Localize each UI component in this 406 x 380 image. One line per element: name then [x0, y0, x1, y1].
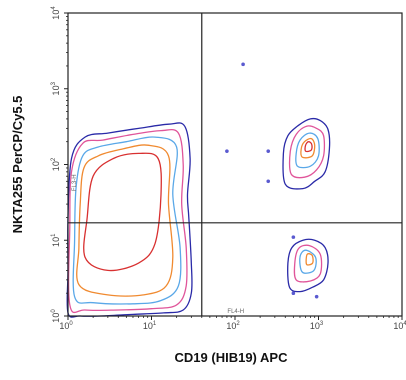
tick-layer: 100 101 102 103 104 100 101 102 103 104 — [51, 6, 406, 331]
contour-level-1 — [67, 128, 188, 314]
x-tick-label: 100 — [59, 321, 73, 331]
y-tick-label: 102 — [51, 157, 61, 171]
outlier-point — [225, 149, 229, 153]
population-0 — [66, 122, 193, 318]
outlier-point — [266, 179, 271, 184]
y-tick-label: 100 — [51, 309, 61, 323]
outlier-point — [291, 235, 296, 239]
outlier-point — [291, 291, 296, 295]
outlier-point — [241, 62, 245, 67]
population-1 — [282, 117, 331, 190]
population-2 — [287, 238, 329, 293]
contour-level-3 — [76, 144, 174, 297]
contour-level-2 — [295, 132, 320, 169]
contour-level-0 — [282, 117, 331, 190]
x-parameter-label: FL4-H — [227, 309, 244, 315]
x-tick-label: 103 — [310, 321, 324, 331]
contour-level-4 — [304, 141, 313, 153]
contour-layer — [66, 117, 331, 318]
x-tick-label: 101 — [143, 321, 157, 331]
x-axis-title: CD19 (HIB19) APC — [175, 350, 289, 365]
contour-level-4 — [83, 152, 162, 272]
outlier-layer — [225, 62, 319, 299]
contour-level-1 — [293, 244, 323, 283]
contour-level-2 — [72, 136, 182, 305]
contour-level-0 — [66, 122, 193, 318]
outlier-point — [314, 294, 319, 299]
y-axis-title: NKTA255 PerCP/Cy5.5 — [10, 96, 25, 234]
x-tick-label: 104 — [393, 321, 406, 331]
contour-level-0 — [287, 238, 329, 293]
contour-level-2 — [299, 249, 317, 274]
contour-level-3 — [305, 253, 314, 266]
y-tick-label: 101 — [51, 233, 61, 247]
y-tick-label: 104 — [51, 6, 61, 20]
contour-level-3 — [300, 137, 316, 159]
outlier-point — [266, 149, 271, 153]
y-tick-label: 103 — [51, 81, 61, 95]
y-parameter-label: FL3-H — [72, 174, 78, 191]
contour-level-1 — [288, 125, 326, 179]
x-tick-label: 102 — [226, 321, 240, 331]
